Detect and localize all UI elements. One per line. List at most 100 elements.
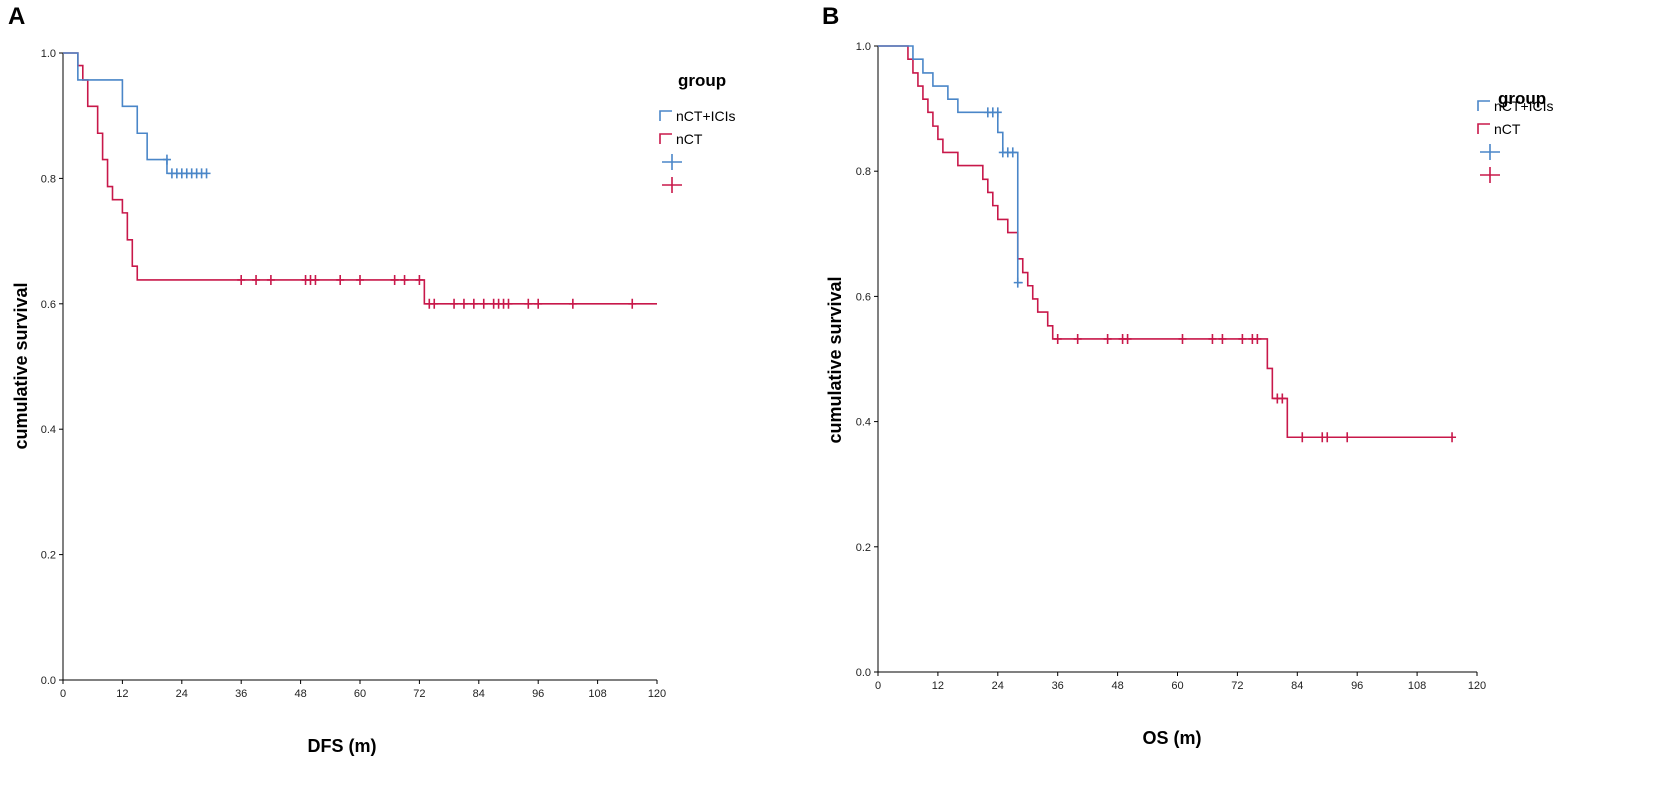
y-tick-label: 1.0: [41, 48, 56, 60]
km-curve-nct-icis: [878, 45, 1023, 284]
x-tick-label: 0: [60, 688, 66, 700]
censor-mark-nct: [1448, 432, 1457, 443]
censor-mark-nct: [628, 298, 637, 309]
km-curve-nct-icis: [63, 52, 207, 175]
panel-a-x-axis-title: DFS (m): [308, 736, 377, 756]
censor-mark-nct: [1253, 333, 1262, 344]
y-tick-label: 0.2: [856, 542, 871, 554]
panel-a-series: [63, 52, 657, 309]
panel-letter-a: A: [8, 3, 25, 30]
censor-mark-nct-icis: [162, 154, 171, 165]
km-curve-nct: [63, 52, 657, 305]
censor-mark-nct: [534, 298, 543, 309]
panel-a-legend-title: group: [678, 71, 726, 90]
censor-mark-nct: [311, 274, 320, 285]
censor-mark-nct: [400, 274, 409, 285]
censor-mark-nct-icis: [993, 107, 1002, 118]
x-tick-label: 48: [294, 688, 306, 700]
km-curve-nct: [878, 45, 1453, 439]
x-tick-label: 96: [1351, 680, 1363, 692]
censor-mark-nct: [252, 274, 261, 285]
y-tick-label: 0.2: [41, 550, 56, 562]
legend-swatch-line: [1477, 100, 1490, 111]
legend-label: nCT: [676, 131, 703, 147]
panel-b-series: [878, 45, 1457, 443]
censor-mark-nct: [1073, 333, 1082, 344]
x-tick-label: 36: [1052, 680, 1064, 692]
x-tick-label: 0: [875, 680, 881, 692]
legend-swatch-line: [659, 133, 672, 144]
censor-mark-nct: [459, 298, 468, 309]
panel-b-y-ticks: 0.0 0.2 0.4 0.6 0.8 1.0: [856, 41, 878, 679]
censor-mark-nct: [450, 298, 459, 309]
panel-b-plot-area: [877, 46, 1477, 673]
y-tick-label: 0.4: [856, 417, 871, 429]
legend-label: nCT: [1494, 121, 1521, 137]
censor-mark-nct: [336, 274, 345, 285]
censor-mark-nct: [415, 274, 424, 285]
legend-swatch-censor: [1480, 144, 1500, 160]
censor-mark-nct: [430, 298, 439, 309]
y-tick-label: 0.8: [41, 173, 56, 185]
y-tick-label: 0.0: [41, 675, 56, 687]
panel-a-y-axis-title: cumulative survival: [11, 282, 31, 449]
censor-mark-nct: [504, 298, 513, 309]
censor-mark-nct: [356, 274, 364, 285]
censor-mark-nct: [479, 298, 488, 309]
y-tick-label: 0.6: [856, 291, 871, 303]
x-tick-label: 84: [473, 688, 485, 700]
legend-label: nCT+ICIs: [1494, 98, 1554, 114]
panel-a-x-ticks: 0 12 24 36 48 60 72 84 96 108 120: [60, 680, 666, 700]
panel-b: B 0.0 0.2 0.4 0.6 0.8 1.0 0 12 24 36 48 60 72 84 96 10…: [822, 3, 1554, 748]
panel-b-y-axis-title: cumulative survival: [825, 276, 845, 443]
x-tick-label: 120: [1468, 680, 1486, 692]
censor-mark-nct: [1278, 393, 1287, 404]
x-tick-label: 96: [532, 688, 544, 700]
censor-mark-nct: [568, 298, 577, 309]
panel-b-legend-title: group: [1498, 89, 1546, 108]
x-tick-label: 72: [413, 688, 425, 700]
censor-mark-nct: [1123, 333, 1132, 344]
x-tick-label: 12: [932, 680, 944, 692]
legend-swatch-line: [1477, 123, 1490, 134]
x-tick-label: 60: [354, 688, 366, 700]
censor-mark-nct: [1178, 333, 1187, 344]
x-tick-label: 60: [1171, 680, 1183, 692]
legend-label: nCT+ICIs: [676, 108, 736, 124]
x-tick-label: 24: [176, 688, 188, 700]
x-tick-label: 84: [1291, 680, 1303, 692]
panel-a-y-ticks: 0.0 0.2 0.4 0.6 0.8 1.0: [41, 48, 63, 687]
y-tick-label: 0.6: [41, 299, 56, 311]
censor-mark-nct: [1238, 333, 1247, 344]
panel-b-legend-entries: nCT+ICIs nCT: [1477, 98, 1554, 183]
legend-swatch-censor: [662, 177, 682, 193]
x-tick-label: 108: [588, 688, 606, 700]
censor-mark-nct: [1218, 333, 1227, 344]
x-tick-label: 120: [648, 688, 666, 700]
y-tick-label: 0.4: [41, 424, 56, 436]
y-tick-label: 0.0: [856, 667, 871, 679]
censor-mark-nct: [524, 298, 533, 309]
panel-b-legend: group nCT+ICIs nCT: [1477, 89, 1554, 183]
panel-a: A 0.0 0.2 0.4 0.6 0.8 1.0 0 12 24 36 48 60 72 84 96 10…: [8, 3, 736, 756]
censor-mark-nct: [1323, 432, 1332, 443]
censor-mark-nct-icis: [1008, 147, 1017, 158]
legend-swatch-censor: [1480, 167, 1500, 183]
censor-mark-nct-icis: [202, 168, 211, 179]
censor-mark-nct-icis: [1013, 277, 1022, 288]
panel-b-x-axis-title: OS (m): [1142, 728, 1201, 748]
censor-mark-nct: [469, 298, 478, 309]
censor-mark-nct: [1053, 333, 1062, 344]
x-tick-label: 12: [116, 688, 128, 700]
censor-mark-nct: [1208, 333, 1217, 344]
censor-mark-nct: [1103, 333, 1112, 344]
censor-mark-nct: [1298, 432, 1307, 443]
legend-swatch-censor: [662, 154, 682, 170]
panel-a-legend-entries: nCT+ICIs nCT: [659, 108, 736, 193]
y-tick-label: 1.0: [856, 41, 871, 53]
panel-a-legend: group nCT+ICIs nCT: [659, 71, 736, 193]
panel-b-x-ticks: 0 12 24 36 48 60 72 84 96 108 120: [875, 672, 1486, 692]
x-tick-label: 48: [1111, 680, 1123, 692]
legend-swatch-line: [659, 110, 672, 121]
